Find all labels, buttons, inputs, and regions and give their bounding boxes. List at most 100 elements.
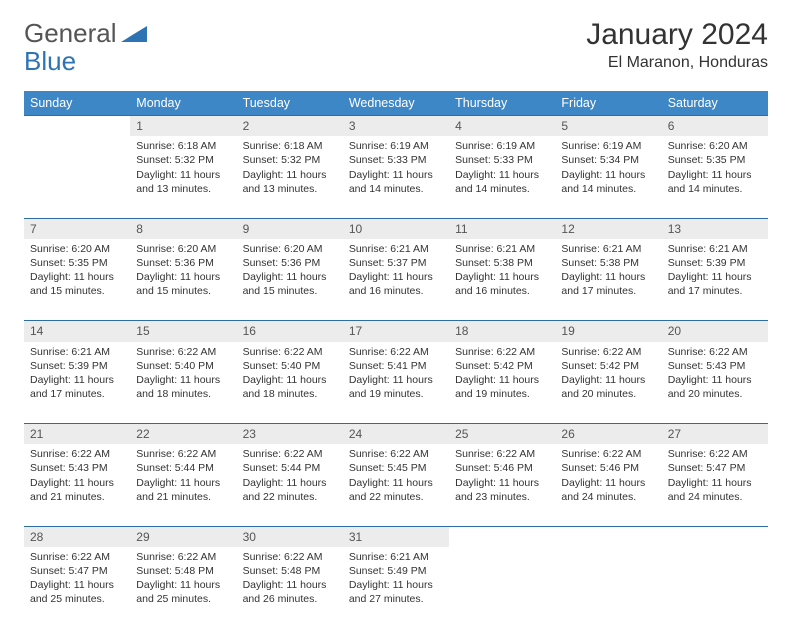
day-info-line: Sunset: 5:38 PM (455, 256, 549, 270)
day-info-line: Sunrise: 6:19 AM (455, 139, 549, 153)
day-info-line: and 20 minutes. (668, 387, 762, 401)
day-info-line: and 13 minutes. (243, 182, 337, 196)
day-info-line: Sunrise: 6:18 AM (243, 139, 337, 153)
day-info-line: Sunset: 5:43 PM (668, 359, 762, 373)
day-cell: Sunrise: 6:18 AMSunset: 5:32 PMDaylight:… (237, 136, 343, 218)
day-info-line: Sunset: 5:33 PM (349, 153, 443, 167)
day-header: Monday (130, 91, 236, 116)
day-info-line: Daylight: 11 hours (30, 476, 124, 490)
day-info-line: Daylight: 11 hours (561, 476, 655, 490)
day-info-line: Daylight: 11 hours (561, 270, 655, 284)
day-info-line: Sunset: 5:45 PM (349, 461, 443, 475)
day-info-line: Sunrise: 6:22 AM (243, 447, 337, 461)
day-info-line: and 15 minutes. (243, 284, 337, 298)
day-cell: Sunrise: 6:22 AMSunset: 5:42 PMDaylight:… (555, 342, 661, 424)
day-info-line: Sunset: 5:44 PM (136, 461, 230, 475)
day-cell: Sunrise: 6:20 AMSunset: 5:36 PMDaylight:… (237, 239, 343, 321)
day-info-line: and 27 minutes. (349, 592, 443, 606)
day-info-line: Sunrise: 6:22 AM (561, 345, 655, 359)
day-info-line: Sunset: 5:42 PM (455, 359, 549, 373)
day-content-row: Sunrise: 6:22 AMSunset: 5:43 PMDaylight:… (24, 444, 768, 526)
day-info-line: Daylight: 11 hours (349, 578, 443, 592)
day-number-row: 21222324252627 (24, 424, 768, 445)
day-number: 5 (555, 116, 661, 137)
day-info-line: Sunrise: 6:21 AM (349, 242, 443, 256)
day-info-line: Daylight: 11 hours (349, 168, 443, 182)
day-info-line: Sunset: 5:39 PM (668, 256, 762, 270)
day-info-line: Sunset: 5:34 PM (561, 153, 655, 167)
day-info-line: and 16 minutes. (349, 284, 443, 298)
day-number: 12 (555, 218, 661, 239)
day-number: 2 (237, 116, 343, 137)
day-info-line: Sunrise: 6:21 AM (561, 242, 655, 256)
day-info-line: Sunset: 5:49 PM (349, 564, 443, 578)
day-cell (449, 547, 555, 629)
day-info-line: Sunrise: 6:22 AM (561, 447, 655, 461)
day-number: 17 (343, 321, 449, 342)
day-info-line: and 22 minutes. (243, 490, 337, 504)
day-info-line: and 13 minutes. (136, 182, 230, 196)
day-cell: Sunrise: 6:19 AMSunset: 5:33 PMDaylight:… (343, 136, 449, 218)
day-content-row: Sunrise: 6:22 AMSunset: 5:47 PMDaylight:… (24, 547, 768, 629)
day-info-line: Daylight: 11 hours (30, 373, 124, 387)
day-info-line: and 24 minutes. (668, 490, 762, 504)
day-info-line: Sunrise: 6:22 AM (455, 345, 549, 359)
day-info-line: Sunrise: 6:20 AM (243, 242, 337, 256)
day-number-row: 123456 (24, 116, 768, 137)
day-info-line: Daylight: 11 hours (349, 373, 443, 387)
day-number: 24 (343, 424, 449, 445)
day-info-line: Sunset: 5:40 PM (136, 359, 230, 373)
day-number-row: 78910111213 (24, 218, 768, 239)
day-info-line: Daylight: 11 hours (455, 373, 549, 387)
day-info-line: Sunrise: 6:22 AM (455, 447, 549, 461)
day-number: 18 (449, 321, 555, 342)
title-block: January 2024 El Maranon, Honduras (586, 18, 768, 72)
day-cell: Sunrise: 6:22 AMSunset: 5:47 PMDaylight:… (662, 444, 768, 526)
day-info-line: Daylight: 11 hours (136, 373, 230, 387)
day-info-line: Sunset: 5:46 PM (455, 461, 549, 475)
day-info-line: Daylight: 11 hours (561, 373, 655, 387)
day-info-line: Sunrise: 6:19 AM (349, 139, 443, 153)
day-info-line: Daylight: 11 hours (243, 476, 337, 490)
logo-triangle-icon (121, 18, 147, 49)
day-info-line: Sunrise: 6:21 AM (349, 550, 443, 564)
brand-logo: General (24, 18, 149, 49)
day-number: 3 (343, 116, 449, 137)
day-info-line: Sunset: 5:47 PM (668, 461, 762, 475)
day-info-line: Sunset: 5:40 PM (243, 359, 337, 373)
day-info-line: Sunrise: 6:22 AM (243, 345, 337, 359)
day-cell: Sunrise: 6:18 AMSunset: 5:32 PMDaylight:… (130, 136, 236, 218)
day-info-line: Sunrise: 6:18 AM (136, 139, 230, 153)
day-content-row: Sunrise: 6:21 AMSunset: 5:39 PMDaylight:… (24, 342, 768, 424)
day-info-line: Sunset: 5:42 PM (561, 359, 655, 373)
calendar-table: SundayMondayTuesdayWednesdayThursdayFrid… (24, 91, 768, 629)
day-info-line: and 14 minutes. (561, 182, 655, 196)
day-info-line: and 22 minutes. (349, 490, 443, 504)
day-info-line: and 24 minutes. (561, 490, 655, 504)
day-info-line: Sunrise: 6:22 AM (136, 447, 230, 461)
day-number: 1 (130, 116, 236, 137)
day-number: 23 (237, 424, 343, 445)
day-number: 10 (343, 218, 449, 239)
day-info-line: Daylight: 11 hours (243, 270, 337, 284)
day-content-row: Sunrise: 6:18 AMSunset: 5:32 PMDaylight:… (24, 136, 768, 218)
day-number: 30 (237, 526, 343, 547)
day-info-line: Sunrise: 6:22 AM (136, 345, 230, 359)
day-info-line: Sunrise: 6:22 AM (349, 345, 443, 359)
day-cell: Sunrise: 6:20 AMSunset: 5:35 PMDaylight:… (24, 239, 130, 321)
day-number: 8 (130, 218, 236, 239)
day-info-line: and 17 minutes. (668, 284, 762, 298)
day-info-line: Sunrise: 6:22 AM (668, 345, 762, 359)
day-info-line: Daylight: 11 hours (243, 578, 337, 592)
month-title: January 2024 (586, 18, 768, 52)
day-info-line: Sunset: 5:37 PM (349, 256, 443, 270)
day-info-line: Daylight: 11 hours (349, 476, 443, 490)
day-number: 7 (24, 218, 130, 239)
day-info-line: Daylight: 11 hours (455, 270, 549, 284)
day-number (24, 116, 130, 137)
day-info-line: Sunset: 5:48 PM (136, 564, 230, 578)
day-number: 4 (449, 116, 555, 137)
day-cell: Sunrise: 6:21 AMSunset: 5:49 PMDaylight:… (343, 547, 449, 629)
day-cell (555, 547, 661, 629)
day-info-line: Daylight: 11 hours (668, 270, 762, 284)
